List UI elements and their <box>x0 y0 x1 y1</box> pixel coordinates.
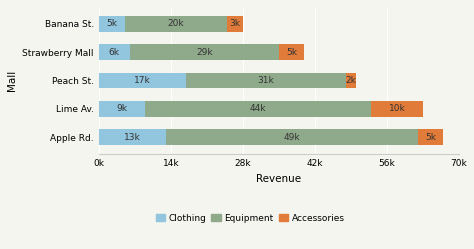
Text: 29k: 29k <box>196 48 212 57</box>
Bar <box>346 73 356 88</box>
Text: 17k: 17k <box>134 76 151 85</box>
Bar <box>99 129 166 145</box>
Bar <box>145 101 371 117</box>
Legend: Clothing, Equipment, Accessories: Clothing, Equipment, Accessories <box>152 210 348 227</box>
Text: 5k: 5k <box>425 133 436 142</box>
Text: 6k: 6k <box>109 48 120 57</box>
Bar <box>279 45 304 60</box>
Text: 5k: 5k <box>286 48 297 57</box>
Bar <box>99 16 125 32</box>
Y-axis label: Mall: Mall <box>7 70 17 91</box>
Text: 3k: 3k <box>229 19 241 28</box>
Text: 5k: 5k <box>106 19 117 28</box>
Bar <box>99 101 145 117</box>
Bar <box>166 129 418 145</box>
Text: 9k: 9k <box>117 104 128 113</box>
Bar <box>125 16 228 32</box>
Bar <box>99 73 186 88</box>
X-axis label: Revenue: Revenue <box>256 174 301 184</box>
Bar <box>186 73 346 88</box>
Text: 31k: 31k <box>257 76 274 85</box>
Bar <box>99 45 130 60</box>
Bar <box>228 16 243 32</box>
Text: 49k: 49k <box>283 133 300 142</box>
Text: 2k: 2k <box>345 76 356 85</box>
Bar <box>130 45 279 60</box>
Text: 13k: 13k <box>124 133 141 142</box>
Text: 44k: 44k <box>250 104 266 113</box>
Text: 10k: 10k <box>389 104 405 113</box>
Bar <box>371 101 423 117</box>
Bar <box>418 129 443 145</box>
Text: 20k: 20k <box>168 19 184 28</box>
